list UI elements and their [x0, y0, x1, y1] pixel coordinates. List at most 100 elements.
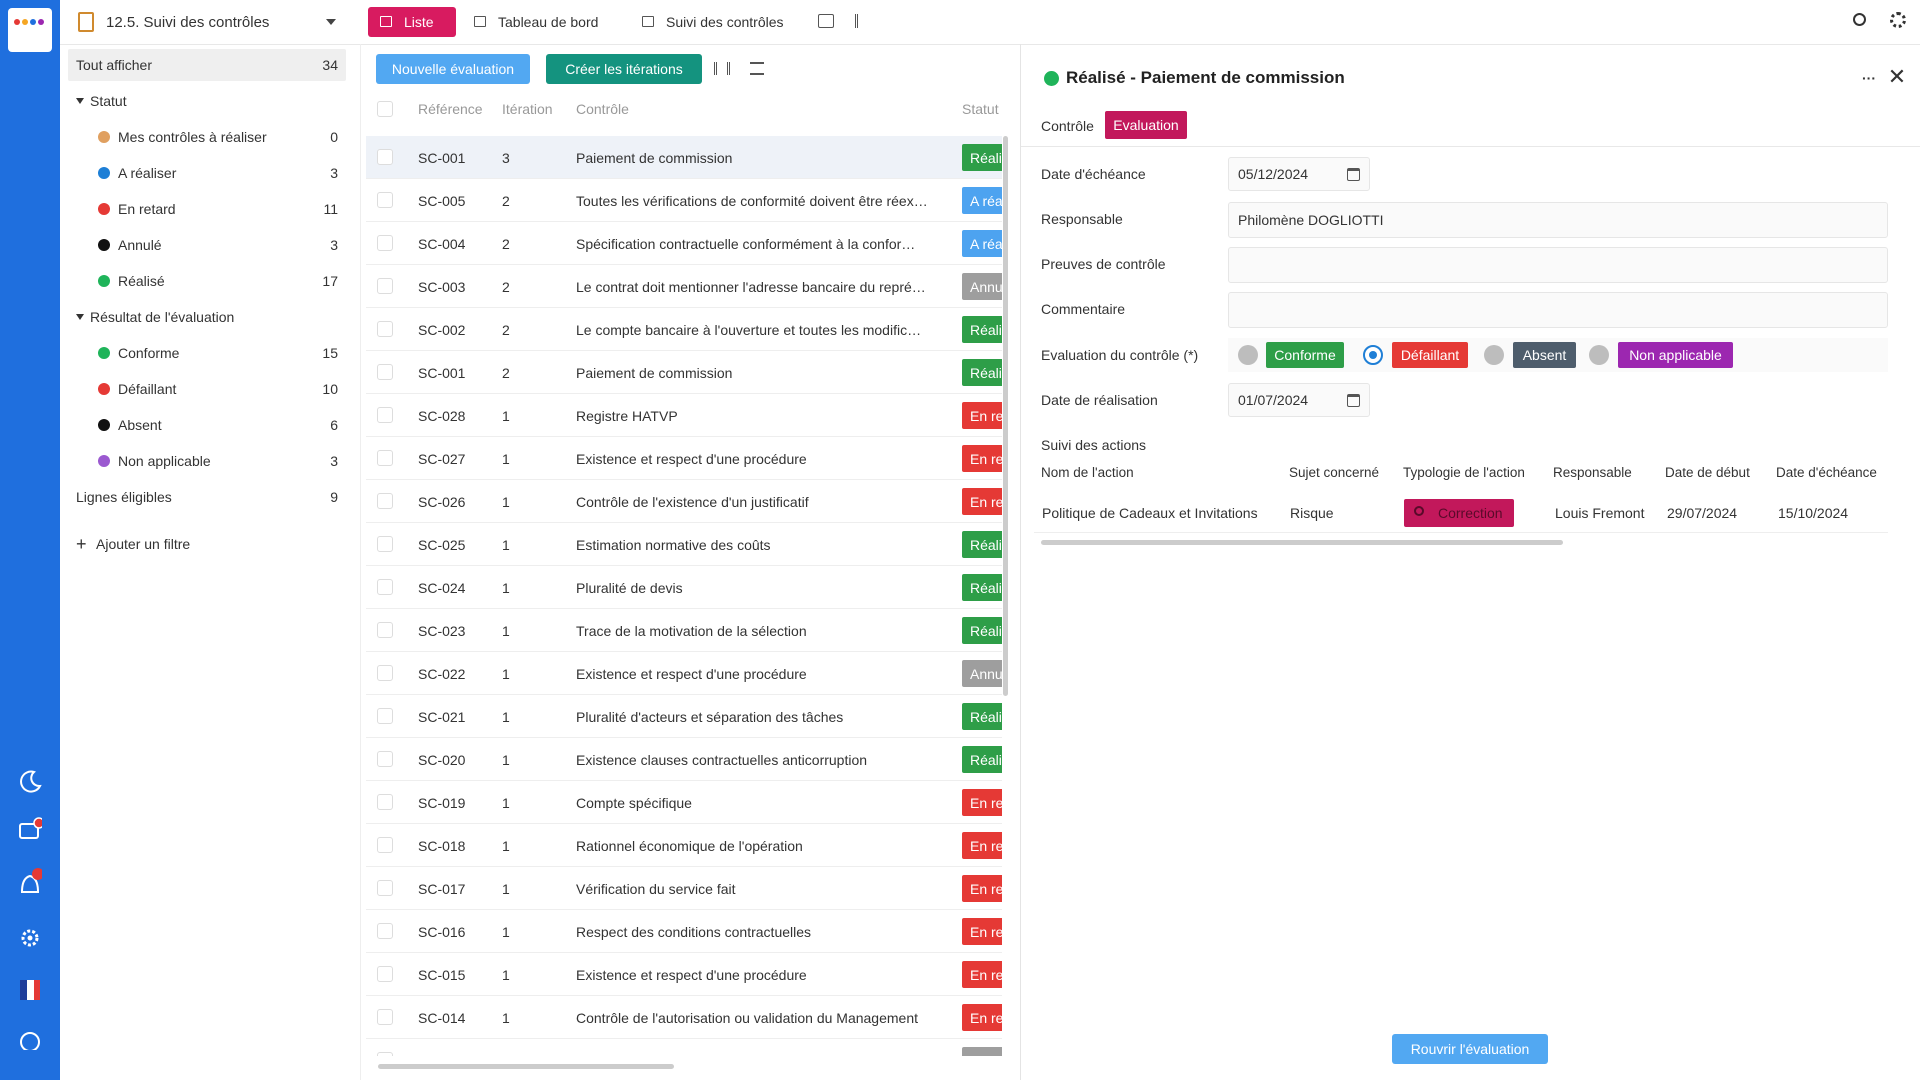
actions-column-header[interactable]: Typologie de l'action	[1403, 464, 1525, 480]
row-checkbox[interactable]	[377, 536, 393, 552]
row-checkbox[interactable]	[377, 794, 393, 810]
column-header[interactable]: Référence	[418, 101, 483, 117]
settings-icon[interactable]	[21, 929, 39, 947]
evaluation-option[interactable]: Non applicable	[1618, 342, 1733, 368]
table-row[interactable]: SC-016 1 Respect des conditions contractue…	[366, 910, 1002, 953]
row-checkbox[interactable]	[377, 837, 393, 853]
filter-row[interactable]: Résultat de l'évaluation	[68, 301, 346, 333]
table-row[interactable]: SC-019 1 Compte spécifique En retard	[366, 781, 1002, 824]
row-checkbox[interactable]	[377, 665, 393, 681]
filter-row[interactable]: Absent 6	[68, 409, 346, 441]
evaluation-option[interactable]: Absent	[1513, 342, 1576, 368]
flag-icon[interactable]	[20, 980, 40, 1000]
column-header[interactable]: Statut	[962, 101, 999, 117]
filter-row[interactable]: Lignes éligibles 9	[68, 481, 346, 513]
row-checkbox[interactable]	[377, 192, 393, 208]
evidence-input[interactable]	[1228, 247, 1888, 283]
more-button[interactable]: ···	[1862, 70, 1876, 86]
view-tab[interactable]: Tableau de bord	[462, 7, 622, 37]
row-checkbox[interactable]	[377, 622, 393, 638]
filter-row[interactable]: En retard 11	[68, 193, 346, 225]
columns-icon[interactable]	[714, 62, 730, 75]
theme-icon[interactable]	[20, 770, 42, 793]
close-button[interactable]: ✕	[1887, 64, 1907, 89]
table-row[interactable]: SC-002 2 Le compte bancaire à l'ouverture …	[366, 308, 1002, 351]
view-tab[interactable]: Suivi des contrôles	[630, 7, 802, 37]
list-icon[interactable]	[855, 14, 871, 28]
date-input[interactable]: 01/07/2024	[1228, 383, 1370, 417]
evaluation-radio[interactable]	[1484, 345, 1504, 365]
row-checkbox[interactable]	[377, 407, 393, 423]
create-iterations-button[interactable]: Créer les itérations	[546, 54, 702, 84]
table-vscroll[interactable]	[1003, 136, 1008, 696]
table-row[interactable]: SC-001 2 Paiement de commission Réalisé	[366, 351, 1002, 394]
evaluation-radio[interactable]	[1238, 345, 1258, 365]
row-checkbox[interactable]	[377, 751, 393, 767]
row-checkbox[interactable]	[377, 1009, 393, 1025]
present-icon[interactable]	[818, 14, 834, 28]
filter-row[interactable]: Annulé 3	[68, 229, 346, 261]
view-tab[interactable]: Liste	[368, 7, 456, 37]
row-checkbox[interactable]	[377, 321, 393, 337]
row-checkbox[interactable]	[377, 923, 393, 939]
filter-row[interactable]: Ajouter un filtre +	[68, 528, 346, 560]
evaluation-option[interactable]: Défaillant	[1392, 342, 1468, 368]
actions-column-header[interactable]: Nom de l'action	[1041, 464, 1134, 480]
table-row[interactable]: SC-018 1 Rationnel économique de l'opérati…	[366, 824, 1002, 867]
table-row[interactable]: SC-020 1 Existence clauses contractuelles …	[366, 738, 1002, 781]
row-checkbox[interactable]	[377, 278, 393, 294]
module-caret[interactable]	[326, 19, 336, 25]
row-checkbox[interactable]	[377, 880, 393, 896]
table-row[interactable]: SC-022 1 Existence et respect d'une procéd…	[366, 652, 1002, 695]
comment-input[interactable]	[1228, 292, 1888, 328]
row-checkbox[interactable]	[377, 493, 393, 509]
table-row[interactable]: SC-014 1 Contrôle de l'autorisation ou val…	[366, 996, 1002, 1039]
messages-icon[interactable]	[19, 823, 39, 839]
row-checkbox[interactable]	[377, 1052, 393, 1056]
table-row[interactable]: SC-005 2 Toutes les vérifications de confo…	[366, 179, 1002, 222]
sort-icon[interactable]	[750, 62, 764, 75]
row-checkbox[interactable]	[377, 149, 393, 165]
column-header[interactable]: Contrôle	[576, 101, 629, 117]
table-row[interactable]: SC-015 1 Existence et respect d'une procéd…	[366, 953, 1002, 996]
table-row[interactable]: SC-013 1 Contrôle de l'existence de moyens…	[366, 1039, 1002, 1056]
actions-hscroll[interactable]	[1041, 540, 1563, 545]
module-selector[interactable]: 12.5. Suivi des contrôles	[106, 13, 270, 31]
table-row[interactable]: SC-026 1 Contrôle de l'existence d'un just…	[366, 480, 1002, 523]
table-row[interactable]: SC-023 1 Trace de la motivation de la séle…	[366, 609, 1002, 652]
table-row[interactable]: SC-021 1 Pluralité d'acteurs et séparation…	[366, 695, 1002, 738]
filter-row[interactable]: Réalisé 17	[68, 265, 346, 297]
table-row[interactable]: SC-017 1 Vérification du service fait En re…	[366, 867, 1002, 910]
table-row[interactable]: SC-025 1 Estimation normative des coûts Réa…	[366, 523, 1002, 566]
reopen-button[interactable]: Rouvrir l'évaluation	[1392, 1034, 1548, 1064]
table-row[interactable]: SC-004 2 Spécification contractuelle confo…	[366, 222, 1002, 265]
row-checkbox[interactable]	[377, 579, 393, 595]
new-evaluation-button[interactable]: Nouvelle évaluation	[376, 54, 530, 84]
evaluation-option[interactable]: Conforme	[1266, 342, 1344, 368]
actions-column-header[interactable]: Sujet concerné	[1289, 464, 1380, 480]
notifications-icon[interactable]	[20, 874, 40, 893]
table-row[interactable]: SC-024 1 Pluralité de devis Réalisé	[366, 566, 1002, 609]
table-hscroll[interactable]	[378, 1064, 674, 1069]
header-checkbox[interactable]	[377, 101, 393, 117]
table-row[interactable]: SC-027 1 Existence et respect d'une procéd…	[366, 437, 1002, 480]
row-checkbox[interactable]	[377, 708, 393, 724]
table-row[interactable]: SC-028 1 Registre HATVP En retard	[366, 394, 1002, 437]
actions-column-header[interactable]: Responsable	[1553, 464, 1632, 480]
filter-row[interactable]: A réaliser 3	[68, 157, 346, 189]
column-header[interactable]: Itération	[502, 101, 553, 117]
table-row[interactable]: SC-003 2 Le contrat doit mentionner l'adre…	[366, 265, 1002, 308]
date-input[interactable]: 05/12/2024	[1228, 157, 1370, 191]
filter-row[interactable]: Conforme 15	[68, 337, 346, 369]
row-checkbox[interactable]	[377, 966, 393, 982]
filter-row[interactable]: Mes contrôles à réaliser 0	[68, 121, 346, 153]
evaluation-radio[interactable]	[1589, 345, 1609, 365]
row-checkbox[interactable]	[377, 450, 393, 466]
filter-row[interactable]: Non applicable 3	[68, 445, 346, 477]
row-checkbox[interactable]	[377, 235, 393, 251]
filter-row[interactable]: Statut	[68, 85, 346, 117]
table-row[interactable]: SC-001 3 Paiement de commission Réalisé	[366, 136, 1002, 179]
settings-icon[interactable]	[1890, 12, 1906, 28]
filter-row[interactable]: Défaillant 10	[68, 373, 346, 405]
detail-tab[interactable]: Contrôle	[1041, 117, 1094, 134]
